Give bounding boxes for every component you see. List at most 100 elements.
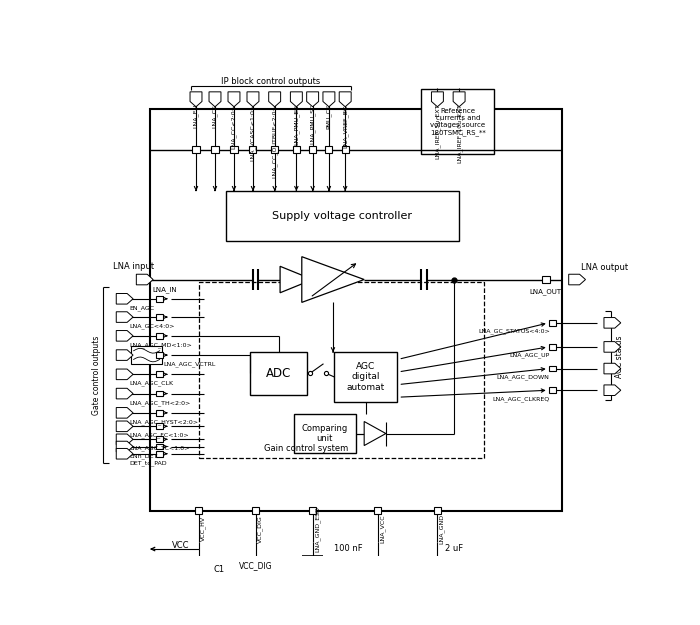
Polygon shape [209, 92, 221, 107]
Polygon shape [116, 421, 133, 432]
Bar [550, 344, 556, 350]
Text: LNA_AGC_CLK: LNA_AGC_CLK [130, 381, 174, 386]
Polygon shape [228, 92, 240, 107]
Polygon shape [190, 92, 202, 107]
Polygon shape [431, 92, 443, 107]
Text: LNA_AGC_DOWN: LNA_AGC_DOWN [497, 374, 550, 380]
Bar [156, 391, 163, 396]
Text: LNA_IN: LNA_IN [153, 287, 177, 294]
Polygon shape [604, 385, 621, 396]
Text: VCC_DIG: VCC_DIG [258, 515, 263, 542]
Bar [309, 508, 316, 514]
Text: LNA_GND_ESD: LNA_GND_ESD [314, 506, 320, 552]
Polygon shape [290, 92, 302, 107]
Text: LNA_CC<2:0>: LNA_CC<2:0> [231, 104, 237, 149]
Bar [326, 146, 332, 152]
Bar [251, 352, 307, 395]
Polygon shape [302, 257, 364, 302]
Text: Comparing
unit: Comparing unit [302, 424, 348, 443]
Text: EN_AGC: EN_AGC [130, 305, 155, 311]
Polygon shape [116, 388, 133, 399]
Bar [374, 508, 382, 514]
Bar [421, 89, 494, 154]
Text: LNA input: LNA input [113, 261, 154, 271]
Text: ADC: ADC [266, 367, 291, 380]
Polygon shape [247, 92, 259, 107]
Polygon shape [116, 441, 133, 452]
Bar [271, 146, 278, 152]
Text: LNA_EN: LNA_EN [193, 104, 199, 128]
Polygon shape [453, 92, 465, 107]
Polygon shape [116, 449, 133, 459]
Text: IP block control outputs: IP block control outputs [221, 77, 320, 86]
Bar [156, 451, 163, 457]
Bar [156, 314, 163, 320]
Polygon shape [136, 274, 153, 285]
Text: LNA_CC_OUTBUF<2:0>: LNA_CC_OUTBUF<2:0> [272, 104, 277, 178]
Text: VCC_HV: VCC_HV [200, 516, 206, 541]
Bar [150, 109, 562, 511]
Polygon shape [116, 350, 133, 361]
Text: LNA_GC_STATUS<4:0>: LNA_GC_STATUS<4:0> [478, 329, 550, 334]
Polygon shape [323, 92, 335, 107]
Bar [252, 508, 259, 514]
Bar [156, 410, 163, 416]
Bar [342, 146, 349, 152]
Bar [309, 146, 316, 152]
Text: VCC: VCC [172, 541, 189, 550]
Text: Gain control system: Gain control system [264, 444, 348, 453]
Text: Gate control outputs: Gate control outputs [92, 336, 101, 415]
Text: LNA_AGC_TH<2:0>: LNA_AGC_TH<2:0> [130, 400, 190, 406]
Text: LNA_OUT: LNA_OUT [530, 288, 562, 295]
Text: LNA_AGC_TC<1:0>: LNA_AGC_TC<1:0> [130, 446, 190, 451]
Text: LNA_AGC_CLKREQ: LNA_AGC_CLKREQ [493, 396, 550, 402]
Bar [156, 444, 163, 449]
Bar [293, 146, 300, 152]
Bar [156, 333, 163, 339]
Text: LNA_IREF_10u_EXT: LNA_IREF_10u_EXT [456, 104, 462, 163]
Text: LNA_AGC_VCTRL: LNA_AGC_VCTRL [163, 361, 216, 367]
Text: ENn_DET: ENn_DET [130, 453, 158, 459]
Polygon shape [604, 342, 621, 352]
Bar [249, 146, 256, 152]
Text: LNA_VCC: LNA_VCC [379, 514, 385, 543]
Polygon shape [340, 92, 351, 107]
Bar [156, 352, 163, 358]
Text: LNA_GC<4:0>: LNA_GC<4:0> [130, 323, 174, 329]
Text: LNA_VCASC<1:0>: LNA_VCASC<1:0> [250, 104, 255, 161]
Bar [335, 352, 397, 402]
Polygon shape [604, 318, 621, 328]
Text: Reference
currents and
voltages source
180TSMC_RS_**: Reference currents and voltages source 1… [430, 108, 486, 136]
Polygon shape [364, 421, 386, 446]
Text: VCC_DIG: VCC_DIG [239, 561, 272, 571]
Bar [294, 414, 356, 452]
Text: AGC status: AGC status [615, 335, 624, 378]
Bar [550, 388, 556, 393]
Text: LNA_AGC_HYST<2:0>: LNA_AGC_HYST<2:0> [130, 419, 198, 425]
Polygon shape [116, 312, 133, 322]
Text: LNA output: LNA output [581, 263, 629, 272]
Bar [211, 146, 218, 152]
Text: LNA_AGC_UP: LNA_AGC_UP [510, 352, 550, 358]
Bar [131, 346, 162, 364]
Text: DET_to_PAD: DET_to_PAD [130, 460, 167, 466]
Text: LNA_ASC_FC<1:0>: LNA_ASC_FC<1:0> [130, 432, 189, 438]
Bar [230, 146, 237, 152]
Polygon shape [116, 434, 133, 444]
Polygon shape [307, 92, 319, 107]
Polygon shape [269, 92, 281, 107]
Text: AGC
digital
automat: AGC digital automat [346, 362, 385, 392]
Polygon shape [116, 369, 133, 379]
Text: LNA_CS: LNA_CS [212, 104, 218, 127]
Bar [156, 423, 163, 429]
Text: LNA_PMU_EN: LNA_PMU_EN [293, 104, 299, 145]
Polygon shape [116, 331, 133, 341]
Polygon shape [116, 294, 133, 304]
Polygon shape [116, 408, 133, 418]
Text: 2 uF: 2 uF [444, 544, 463, 552]
Text: LNA_AGC_MD<1:0>: LNA_AGC_MD<1:0> [130, 342, 192, 348]
Bar [193, 146, 200, 152]
Bar [550, 366, 556, 371]
Polygon shape [280, 266, 313, 292]
Text: LNA_VREF_BG: LNA_VREF_BG [342, 104, 348, 148]
